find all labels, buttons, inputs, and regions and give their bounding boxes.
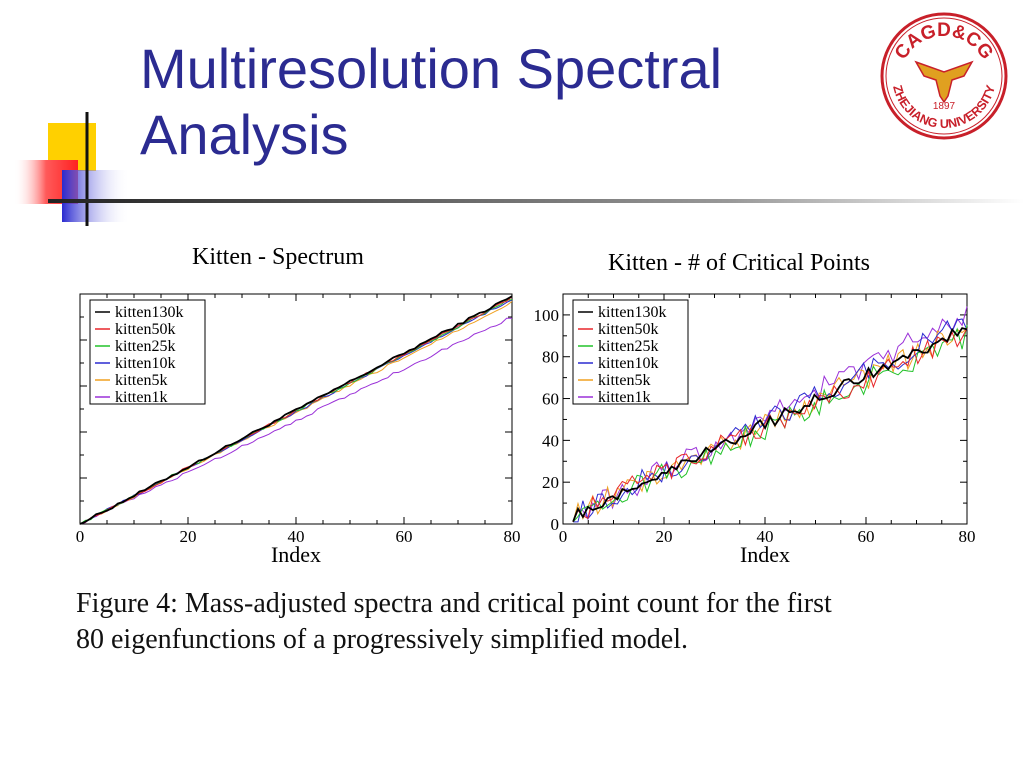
legend-label: kitten130k (115, 304, 183, 321)
chart1-title: Kitten - Spectrum (192, 244, 364, 270)
slide-title: Multiresolution Spectral Analysis (140, 36, 840, 168)
legend-label: kitten50k (598, 321, 658, 338)
x-tick-label: 80 (959, 527, 976, 546)
x-tick-label: 80 (504, 527, 521, 546)
legend-label: kitten5k (598, 372, 650, 389)
y-tick-label: 60 (542, 390, 559, 409)
caption-line1: Figure 4: Mass-adjusted spectra and crit… (76, 588, 832, 619)
red-square (14, 160, 78, 204)
legend-label: kitten25k (598, 338, 658, 355)
y-tick-label: 100 (534, 306, 560, 325)
legend-label: kitten50k (115, 321, 175, 338)
logo-year: 1897 (933, 101, 956, 112)
x-tick-label: 40 (288, 527, 305, 546)
x-tick-label: 40 (757, 527, 774, 546)
x-tick-label: 60 (396, 527, 413, 546)
x-axis-label: Index (271, 542, 321, 567)
x-tick-label: 20 (656, 527, 673, 546)
legend (572, 299, 689, 405)
legend-label: kitten10k (598, 355, 658, 372)
slide-title-line2: Analysis (140, 103, 349, 166)
y-tick-label: 40 (542, 431, 559, 450)
series-line-kitten50k (572, 327, 968, 523)
x-tick-label: 0 (76, 527, 85, 546)
blue-square (62, 170, 130, 222)
yellow-square (48, 123, 96, 171)
series-line-kitten130k (572, 327, 968, 523)
legend-label: kitten1k (115, 389, 167, 406)
eagle-icon (914, 60, 974, 104)
x-tick-label: 0 (559, 527, 568, 546)
legend-label: kitten1k (598, 389, 650, 406)
slide-title-line1: Multiresolution Spectral (140, 37, 723, 100)
y-tick-label: 20 (542, 473, 559, 492)
caption-line2: 80 eigenfunctions of a progressively sim… (76, 624, 688, 655)
series-line-kitten1k (572, 306, 968, 523)
y-tick-label: 0 (551, 515, 560, 534)
legend-label: kitten130k (598, 304, 666, 321)
chart-critical-points: 0 20 40 60 80020406080100Indexkitten130kkitt… (534, 293, 976, 567)
legend-label: kitten10k (115, 355, 175, 372)
x-tick-label: 60 (858, 527, 875, 546)
title-rule (48, 199, 1024, 203)
figure-caption: Figure 4: Mass-adjusted spectra and crit… (76, 586, 1006, 658)
legend-label: kitten5k (115, 372, 167, 389)
series-line-kitten130k (79, 295, 513, 525)
chart2-title: Kitten - # of Critical Points (608, 250, 870, 276)
legend-label: kitten25k (115, 338, 175, 355)
series-line-kitten1k (79, 317, 512, 525)
university-logo: CAGD&CG 1897 ZHEJIANG UNIVERSITY (880, 12, 1008, 140)
legend (89, 299, 206, 405)
series-line-kitten25k (79, 299, 513, 525)
x-tick-label: 20 (180, 527, 197, 546)
x-axis-label: Index (740, 542, 790, 567)
y-tick-label: 80 (542, 348, 559, 367)
chart-spectrum: 0 20 40 60 80 Index kitten130kkitten50kkitten2… (76, 293, 521, 567)
